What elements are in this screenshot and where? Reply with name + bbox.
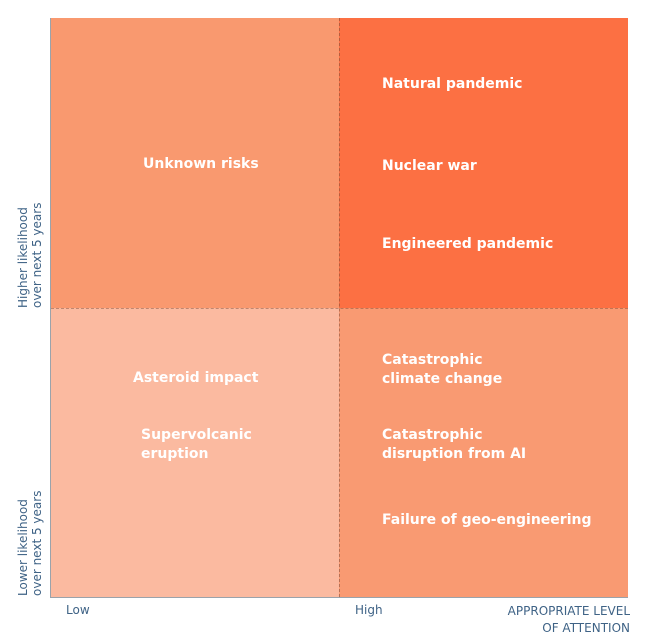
x-axis-title-line2: OF ATTENTION [542,621,630,635]
y-axis-high-label: Higher likelihood over next 5 years [16,203,44,308]
y-axis-high-line1: Higher likelihood [16,207,30,308]
x-axis-low-label: Low [66,603,90,617]
vertical-divider [339,18,340,597]
x-axis-title-line1: APPROPRIATE LEVEL [507,604,630,618]
quadrant-top-right: Natural pandemic Nuclear war Engineered … [339,18,628,308]
risk-label: Natural pandemic [382,76,523,92]
y-axis-low-label: Lower likelihood over next 5 years [16,491,44,596]
quadrant-bottom-right: Catastrophic climate change Catastrophic… [339,308,628,597]
quadrant-top-left: Unknown risks [51,18,339,308]
risk-label: Failure of geo-engineering [382,512,592,528]
x-axis-high-label: High [355,603,383,617]
risk-label: Catastrophic disruption from AI [382,427,527,462]
risk-matrix: Unknown risks Natural pandemic Nuclear w… [50,18,628,598]
risk-label: Catastrophic climate change [382,352,503,387]
risk-label: Engineered pandemic [382,236,554,252]
quadrant-bottom-left: Asteroid impact Supervolcanic eruption [51,308,339,597]
y-axis-high-line2: over next 5 years [30,202,44,308]
y-axis-low-line1: Lower likelihood [16,499,30,596]
x-axis-title: APPROPRIATE LEVEL OF ATTENTION [508,603,630,637]
horizontal-divider [51,308,628,309]
risk-label: Supervolcanic eruption [141,427,252,462]
y-axis-low-line2: over next 5 years [30,490,44,596]
risk-label: Nuclear war [382,158,477,174]
risk-label: Unknown risks [143,156,259,172]
risk-label: Asteroid impact [133,370,259,386]
